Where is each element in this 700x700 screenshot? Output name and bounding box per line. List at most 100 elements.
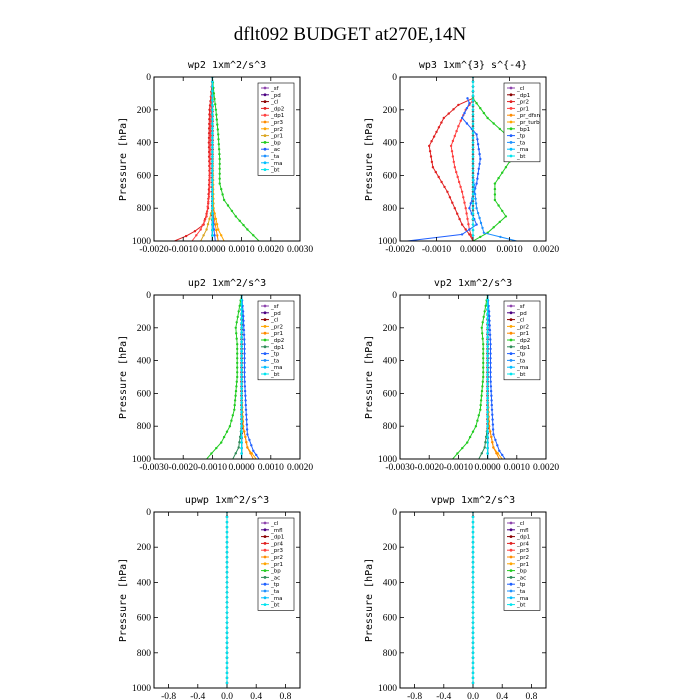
series-point <box>209 129 212 133</box>
series-point <box>242 319 245 322</box>
series-point <box>452 108 455 111</box>
series-point <box>471 576 475 579</box>
x-tick-label: 0.0000 <box>460 245 486 255</box>
series-point <box>440 121 443 124</box>
series-point <box>240 368 243 372</box>
series-point <box>214 217 218 221</box>
series-point <box>207 146 211 149</box>
series-point <box>243 357 246 360</box>
x-tick-label: 0.4 <box>496 692 508 700</box>
legend-entry: _pr3 <box>270 548 284 554</box>
series-point <box>430 160 434 164</box>
series-point <box>208 171 211 175</box>
series-point <box>471 146 475 149</box>
series-point <box>471 188 475 191</box>
series-point <box>479 107 482 110</box>
legend-entry: _bp <box>270 569 281 575</box>
y-tick-label: 1000 <box>132 455 151 465</box>
series-point <box>211 174 214 177</box>
series-point <box>236 361 239 365</box>
series-point <box>209 134 212 137</box>
series-point <box>218 157 221 161</box>
series-point <box>225 676 229 680</box>
y-tick-label: 800 <box>137 649 152 659</box>
series-point <box>463 111 466 115</box>
legend-entry: _bt <box>516 154 526 160</box>
series-point <box>211 202 214 205</box>
series-point <box>245 423 249 426</box>
series-point <box>211 118 214 121</box>
series-point <box>471 202 475 205</box>
series-point <box>215 446 218 450</box>
series-point <box>235 380 238 383</box>
series-point <box>208 113 211 116</box>
series-point <box>201 223 204 227</box>
series-point <box>476 419 479 422</box>
legend-entry: _dp1 <box>516 93 530 99</box>
series-point <box>471 676 475 680</box>
series-point <box>486 415 489 418</box>
series-point <box>475 133 478 136</box>
series-point <box>216 234 219 237</box>
series-point <box>225 571 229 574</box>
series-point <box>450 150 454 153</box>
series-point <box>432 135 436 138</box>
x-tick-label: 0.0010 <box>229 245 255 255</box>
series-group <box>471 512 475 688</box>
y-tick-label: 0 <box>392 291 397 301</box>
series-point <box>208 167 212 170</box>
series-point <box>471 681 475 685</box>
legend-marker <box>509 120 513 124</box>
series-point <box>249 452 252 455</box>
series-point <box>486 364 489 367</box>
legend-marker <box>263 120 267 124</box>
series-point <box>240 345 243 348</box>
series-point <box>213 97 216 101</box>
y-tick-label: 1000 <box>132 684 151 694</box>
legend-marker <box>509 576 513 579</box>
series-point <box>473 192 477 196</box>
legend-marker <box>263 338 267 342</box>
legend-marker <box>509 345 513 349</box>
series-point <box>203 219 206 222</box>
legend-entry: _sf <box>516 304 526 310</box>
series-point <box>215 228 218 232</box>
series-point <box>464 207 467 210</box>
legend-entry: _pr_turb <box>516 120 540 126</box>
series-point <box>208 153 212 156</box>
series-point <box>209 120 212 123</box>
legend-marker <box>509 555 513 559</box>
series-point <box>451 139 455 143</box>
series-point <box>236 375 239 379</box>
legend-marker <box>263 93 267 97</box>
series-point <box>240 452 243 455</box>
y-tick-label: 600 <box>137 614 152 624</box>
series-point <box>471 89 475 93</box>
series-point <box>486 410 489 414</box>
series-point <box>471 520 475 524</box>
series-point <box>471 132 475 135</box>
series-point <box>225 591 229 594</box>
series-point <box>486 312 489 315</box>
legend-entry: _sf <box>270 86 280 92</box>
series-point <box>211 80 214 83</box>
series-point <box>225 551 229 554</box>
legend-marker <box>509 318 513 321</box>
series-point <box>471 626 475 629</box>
series-point <box>225 596 229 599</box>
legend-marker <box>509 86 513 90</box>
series-point <box>225 535 229 539</box>
series-point <box>206 205 209 208</box>
series-point <box>471 118 475 121</box>
series-point <box>482 366 485 369</box>
series-point <box>243 343 246 346</box>
series-point <box>248 438 251 442</box>
series-point <box>504 166 508 169</box>
series-point <box>225 541 229 544</box>
series-point <box>471 566 475 569</box>
legend-entry: _ma <box>270 365 282 371</box>
series-point <box>211 234 214 237</box>
series-point <box>211 192 214 196</box>
